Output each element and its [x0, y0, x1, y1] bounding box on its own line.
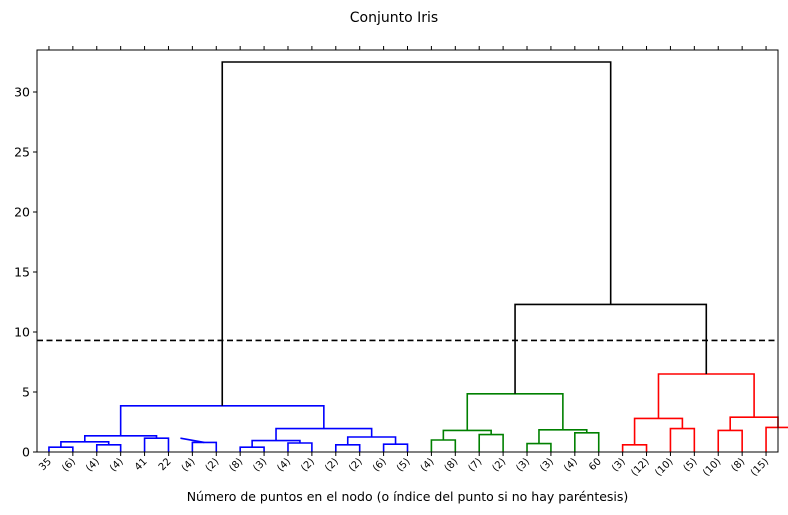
y-tick-label: 10 — [14, 325, 30, 340]
dendrogram-links — [48, 61, 788, 452]
y-tick-label: 5 — [22, 385, 30, 400]
y-tick-label: 0 — [22, 445, 30, 460]
dendrogram-link-blue — [180, 437, 205, 444]
y-tick-label: 25 — [14, 145, 30, 160]
y-axis: 0 5 10 15 20 25 30 — [14, 85, 37, 460]
y-tick-label: 15 — [14, 265, 30, 280]
x-axis-label: Número de puntos en el nodo (o índice de… — [187, 489, 629, 504]
y-tick-label: 30 — [14, 85, 30, 100]
dendrogram-link-black — [221, 61, 612, 406]
y-tick-label: 20 — [14, 205, 30, 220]
chart-title: Conjunto Iris — [350, 10, 438, 26]
